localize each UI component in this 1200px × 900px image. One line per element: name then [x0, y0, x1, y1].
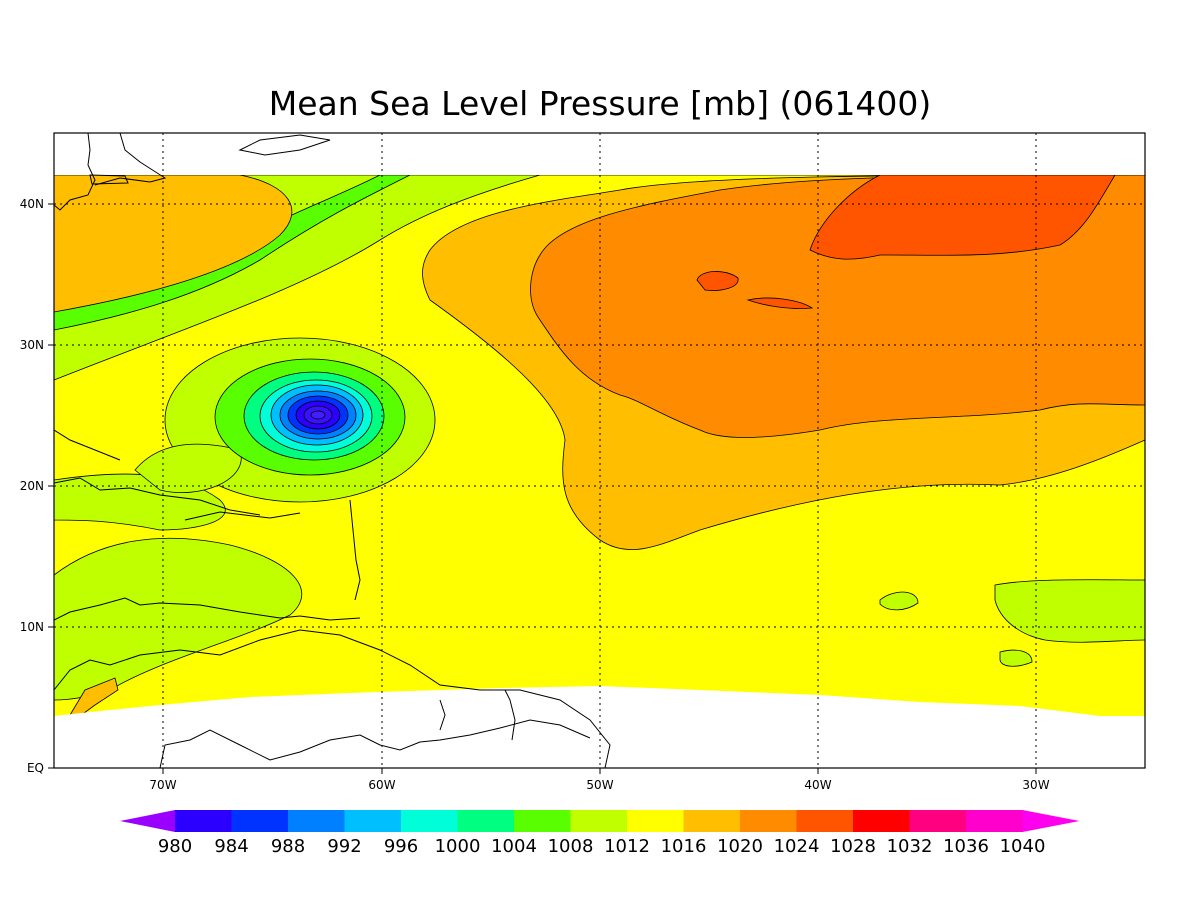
- x-tick-label: 70W: [149, 778, 176, 792]
- colorbar-swatch: [853, 810, 910, 832]
- colorbar-swatch: [514, 810, 571, 832]
- colorbar-swatch: [457, 810, 515, 832]
- x-tick-label: 50W: [586, 778, 613, 792]
- colorbar-level-label: 1028: [830, 836, 876, 857]
- y-tick-label: EQ: [27, 761, 44, 775]
- colorbar-level-label: 1016: [661, 836, 707, 857]
- colorbar-level-label: 1032: [887, 836, 933, 857]
- colorbar-level-label: 1036: [943, 836, 989, 857]
- colorbar-level-label: 1040: [1000, 836, 1046, 857]
- colorbar-level-label: 1000: [435, 836, 481, 857]
- x-tick-label: 30W: [1022, 778, 1049, 792]
- colorbar-swatch: [344, 810, 402, 832]
- y-axis: EQ 10N 20N 30N 40N: [20, 197, 54, 775]
- field-1008-southeast-cell: [879, 591, 919, 611]
- colorbar-level-label: 988: [271, 836, 305, 857]
- y-tick-label: 30N: [20, 338, 44, 352]
- colorbar-arrow-low: [120, 810, 175, 832]
- field-1016-northwest-high: [54, 175, 293, 313]
- colorbar-level-label: 984: [214, 836, 248, 857]
- field-1024-east-high: [809, 175, 1116, 260]
- field-1008-southeast-cell-2: [999, 649, 1033, 667]
- colorbar-swatch: [401, 810, 458, 832]
- field-1016-southwest-patch: [69, 677, 119, 716]
- colorbar-swatch: [683, 810, 741, 832]
- colorbar-swatch: [740, 810, 797, 832]
- field-1024-small-cell: [696, 271, 739, 291]
- y-tick-label: 20N: [20, 479, 44, 493]
- colorbar-swatch: [966, 810, 1023, 832]
- hurricane-low: [134, 337, 436, 503]
- field-1024-small-streak: [746, 297, 814, 309]
- colorbar-swatch: [570, 810, 628, 832]
- colorbar-swatch: [231, 810, 289, 832]
- x-axis: 70W 60W 50W 40W 30W: [149, 768, 1050, 792]
- x-tick-label: 60W: [368, 778, 395, 792]
- x-tick-label: 40W: [804, 778, 831, 792]
- graticule: [54, 133, 1145, 768]
- colorbar-swatch: [909, 810, 967, 832]
- colorbar-swatch: [796, 810, 854, 832]
- pressure-field: [54, 133, 1145, 768]
- y-tick-label: 40N: [20, 197, 44, 211]
- colorbar: 980 984 988 992 996 1000 1004 1008 1012 1016 1020 1…: [120, 810, 1080, 857]
- y-tick-label: 10N: [20, 620, 44, 634]
- colorbar-level-label: 980: [158, 836, 192, 857]
- colorbar-level-label: 996: [384, 836, 418, 857]
- colorbar-level-label: 1024: [774, 836, 820, 857]
- colorbar-swatch: [288, 810, 345, 832]
- colorbar-level-label: 1020: [717, 836, 763, 857]
- coastlines: [54, 133, 611, 768]
- colorbar-level-label: 1004: [491, 836, 537, 857]
- colorbar-level-label: 992: [327, 836, 361, 857]
- colorbar-swatch: [175, 810, 232, 832]
- colorbar-level-label: 1008: [548, 836, 594, 857]
- colorbar-level-label: 1012: [604, 836, 650, 857]
- colorbar-swatch: [627, 810, 684, 832]
- colorbar-arrow-high: [1022, 810, 1080, 832]
- chart-title: Mean Sea Level Pressure [mb] (061400): [269, 84, 931, 123]
